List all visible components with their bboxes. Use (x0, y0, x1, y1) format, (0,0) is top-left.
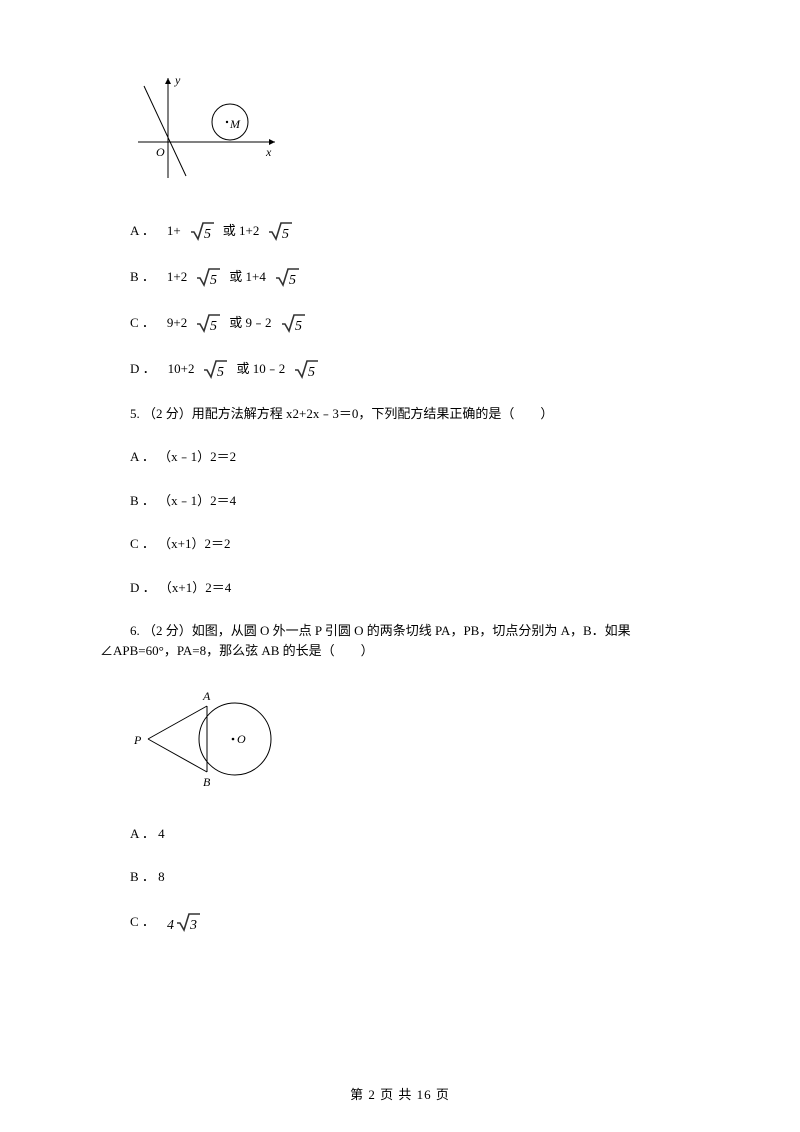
sqrt-5-icon: 5 (280, 312, 306, 334)
svg-text:5: 5 (217, 365, 224, 380)
option-label: D ． (130, 359, 156, 379)
svg-text:3: 3 (189, 918, 197, 933)
q5-option-a: A ． （x﹣1）2＝2 (130, 447, 700, 467)
sqrt-5-icon: 5 (202, 358, 228, 380)
option-label: C ． (130, 313, 155, 333)
option-text: 或 1+2 (223, 221, 260, 241)
svg-text:5: 5 (289, 273, 296, 288)
q6-stem: 6. （2 分）如图，从圆 O 外一点 P 引圆 O 的两条切线 PA，PB，切… (100, 621, 700, 660)
option-text: 或 9﹣2 (229, 313, 271, 333)
option-text: 1+ (167, 221, 181, 241)
option-text: 或 10﹣2 (236, 359, 285, 379)
option-label: B ． (130, 267, 155, 287)
svg-text:O: O (156, 145, 165, 159)
q4-option-d: D ． 10+2 5 或 10﹣2 5 (130, 358, 700, 380)
sqrt-5-icon: 5 (267, 220, 293, 242)
sqrt-5-icon: 5 (195, 266, 221, 288)
q5-option-d: D ． （x+1）2＝4 (130, 578, 700, 598)
q4-option-a: A ． 1+ 5 或 1+2 5 (130, 220, 700, 242)
svg-text:y: y (174, 73, 181, 87)
option-label: C ． (130, 912, 155, 932)
svg-text:5: 5 (210, 273, 217, 288)
page-footer: 第 2 页 共 16 页 (0, 1085, 800, 1105)
svg-text:B: B (203, 775, 211, 789)
svg-text:5: 5 (282, 227, 289, 242)
option-text: 9+2 (167, 313, 187, 333)
q4-option-c: C ． 9+2 5 或 9﹣2 5 (130, 312, 700, 334)
q5-option-b: B ． （x﹣1）2＝4 (130, 491, 700, 511)
svg-text:5: 5 (295, 319, 302, 334)
svg-text:O: O (237, 732, 246, 746)
svg-text:P: P (133, 733, 142, 747)
q4-option-b: B ． 1+2 5 或 1+4 5 (130, 266, 700, 288)
option-label: A ． (130, 221, 155, 241)
svg-text:A: A (202, 689, 211, 703)
q6-option-a: A ． 4 (130, 824, 700, 844)
sqrt-5-icon: 5 (195, 312, 221, 334)
svg-text:5: 5 (210, 319, 217, 334)
sqrt-5-icon: 5 (274, 266, 300, 288)
q5-stem: 5. （2 分）用配方法解方程 x2+2x﹣3＝0，下列配方结果正确的是（ ） (130, 404, 700, 424)
svg-text:x: x (265, 145, 272, 159)
sqrt-5-icon: 5 (189, 220, 215, 242)
q6-option-c: C ． 4 3 (130, 911, 700, 933)
option-text: 或 1+4 (229, 267, 266, 287)
sqrt-3-icon: 4 3 (167, 911, 201, 933)
q6-option-b: B ． 8 (130, 867, 700, 887)
figure-q6-graph: O P A B (130, 684, 700, 800)
option-text: 1+2 (167, 267, 187, 287)
svg-text:M: M (229, 117, 241, 131)
option-text: 10+2 (168, 359, 195, 379)
sqrt-5-icon: 5 (293, 358, 319, 380)
figure-q4-graph: M x y O (130, 70, 700, 196)
svg-text:4: 4 (167, 918, 174, 933)
svg-text:5: 5 (308, 365, 315, 380)
page-content: M x y O A ． 1+ 5 或 1+2 5 B ． 1+2 5 或 1+4… (100, 70, 700, 933)
q5-option-c: C ． （x+1）2＝2 (130, 534, 700, 554)
svg-text:5: 5 (204, 227, 211, 242)
